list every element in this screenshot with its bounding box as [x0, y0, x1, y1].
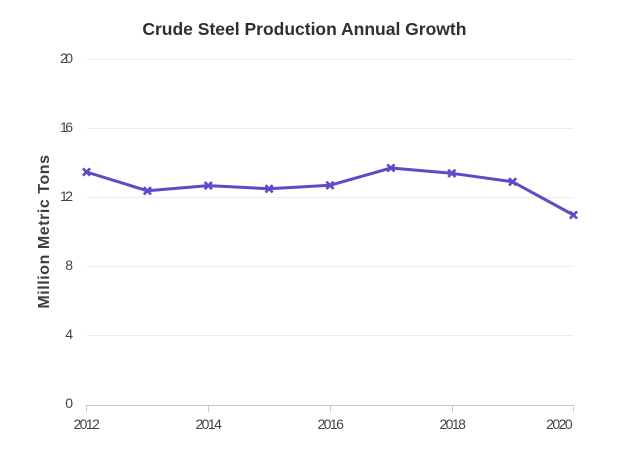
svg-text:2012: 2012: [73, 416, 100, 432]
svg-text:0: 0: [65, 395, 73, 411]
svg-text:Million Metric Tons: Million Metric Tons: [36, 154, 53, 308]
svg-text:20: 20: [60, 50, 73, 66]
svg-text:2014: 2014: [195, 416, 222, 432]
svg-text:8: 8: [65, 257, 73, 273]
svg-text:2018: 2018: [439, 416, 466, 432]
svg-text:16: 16: [60, 119, 73, 135]
svg-text:2016: 2016: [317, 416, 344, 432]
svg-text:Crude Steel Production Annual: Crude Steel Production Annual Growth: [142, 19, 466, 39]
svg-text:2020: 2020: [546, 416, 573, 432]
svg-text:12: 12: [60, 188, 73, 204]
svg-text:4: 4: [65, 326, 73, 342]
